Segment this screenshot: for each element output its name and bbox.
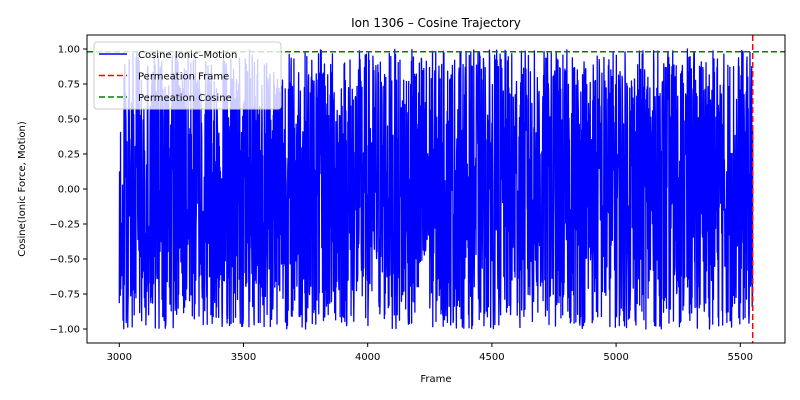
plot-area xyxy=(87,35,785,343)
x-tick-label: 3000 xyxy=(107,352,132,363)
legend-entry-cosine-label: Cosine Ionic–Motion xyxy=(138,50,237,61)
y-tick-label: 0.00 xyxy=(58,185,80,196)
y-tick-label: −0.25 xyxy=(49,220,80,231)
x-tick-label: 4000 xyxy=(355,352,380,363)
y-tick-label: 0.25 xyxy=(58,150,80,161)
y-tick-label: 0.75 xyxy=(58,80,80,91)
x-tick-label: 3500 xyxy=(231,352,256,363)
series-line-cosine-ionic-motion xyxy=(118,48,754,330)
legend-box xyxy=(93,41,282,110)
y-axis: −1.00 −0.75 −0.50 −0.25 0.00 0.25 0.50 0.75 1.00 xyxy=(49,45,87,336)
y-axis-label: Cosine(Ionic Force, Motion) xyxy=(17,121,28,257)
chart-title: Ion 1306 – Cosine Trajectory xyxy=(351,16,521,30)
x-tick-label: 5000 xyxy=(603,352,628,363)
y-tick-label: 0.50 xyxy=(58,115,80,126)
y-tick-label: 1.00 xyxy=(58,45,80,56)
y-tick-label: −0.75 xyxy=(49,290,80,301)
legend-entry-permeation-cosine-label: Permeation Cosine xyxy=(138,93,232,104)
legend-entry-permeation-frame-label: Permeation Frame xyxy=(138,72,229,83)
legend: Cosine Ionic–Motion Permeation Frame Perme… xyxy=(93,41,282,110)
x-axis-label: Frame xyxy=(420,374,451,385)
x-tick-label: 4500 xyxy=(479,352,504,363)
y-tick-label: −1.00 xyxy=(49,325,80,336)
x-axis: 3000 3500 4000 4500 5000 5500 xyxy=(107,343,753,363)
x-tick-label: 5500 xyxy=(728,352,753,363)
y-tick-label: −0.50 xyxy=(49,255,80,266)
